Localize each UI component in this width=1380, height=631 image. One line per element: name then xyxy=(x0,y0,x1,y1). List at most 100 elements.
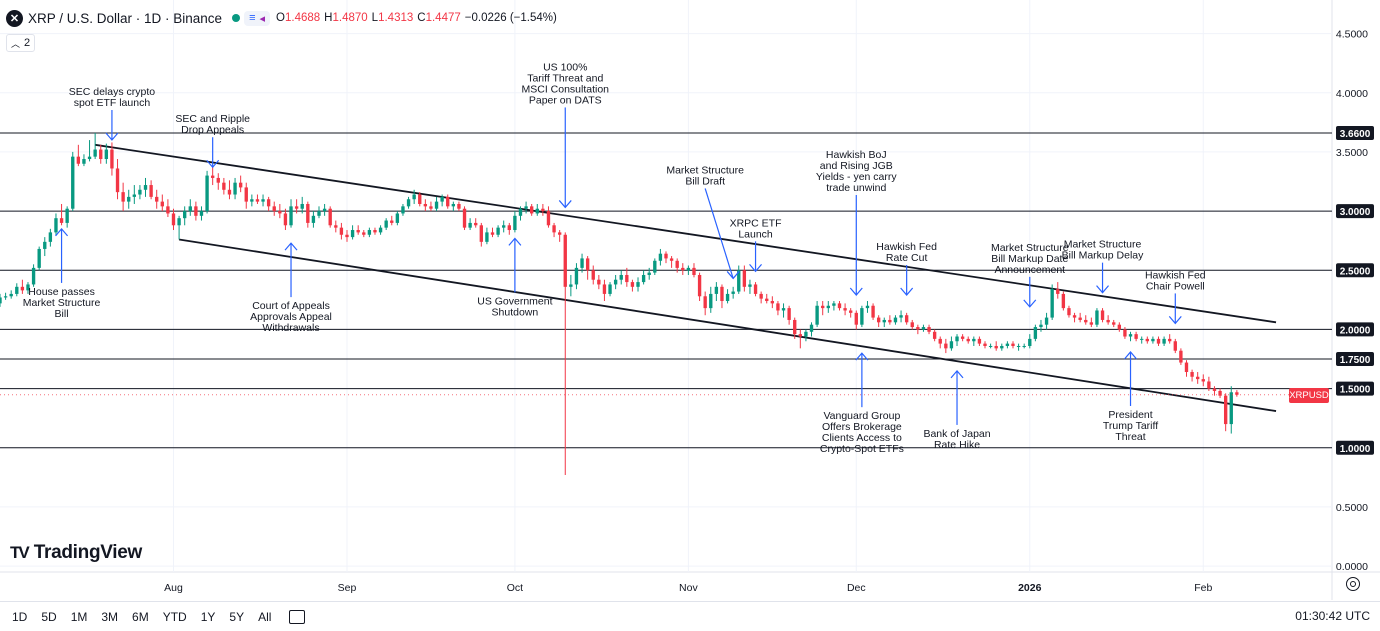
candle-body xyxy=(703,296,707,309)
timeframe-5y[interactable]: 5Y xyxy=(229,609,245,624)
candle xyxy=(1196,372,1200,384)
annotation-arrowhead xyxy=(1023,299,1037,308)
annotation-text: Hawkish Fed xyxy=(876,241,937,253)
symbol-price-tag: XRPUSD xyxy=(1289,388,1329,403)
annotation-text: Bill xyxy=(55,308,69,320)
candle-body xyxy=(1201,379,1205,382)
candle-body xyxy=(76,156,81,164)
timeframe-3m[interactable]: 3M xyxy=(101,609,119,624)
candle-body xyxy=(418,194,422,204)
candle xyxy=(99,144,103,164)
candle xyxy=(328,206,332,228)
settings-gear-icon[interactable] xyxy=(1346,577,1360,591)
candle-body xyxy=(944,343,948,349)
utc-clock[interactable]: 01:30:42 UTC xyxy=(1295,609,1370,623)
candle xyxy=(48,228,53,247)
candle xyxy=(753,282,758,297)
annotation-arrowhead xyxy=(1168,316,1182,325)
candle-body xyxy=(401,206,405,214)
candle xyxy=(837,301,842,311)
candle-body xyxy=(1016,345,1021,347)
candle xyxy=(1072,312,1077,323)
candle-body xyxy=(932,331,937,339)
candle xyxy=(93,132,97,160)
candle-body xyxy=(160,201,164,207)
candle-body xyxy=(115,168,120,193)
candle-body xyxy=(815,305,819,325)
timeframe-1d[interactable]: 1D xyxy=(12,609,28,624)
candle xyxy=(1218,388,1222,399)
candle xyxy=(1039,319,1043,332)
candle-body xyxy=(1022,345,1026,347)
candle xyxy=(502,220,506,233)
indicator-toggle[interactable]: ︿ 2 xyxy=(6,34,36,52)
candle xyxy=(1151,336,1155,344)
x-tick-label: Sep xyxy=(338,582,357,594)
timeframe-list: 1D 5D 1M 3M 6M YTD 1Y 5Y All xyxy=(0,610,271,624)
candle xyxy=(429,201,433,212)
annotation-text: US 100% xyxy=(543,61,587,73)
candle xyxy=(932,329,937,342)
candle xyxy=(1095,308,1099,328)
candle-body xyxy=(781,308,786,311)
candle-body xyxy=(552,225,556,233)
calendar-range-icon[interactable] xyxy=(289,609,306,624)
tradingview-logo[interactable]: TV TradingView xyxy=(10,542,142,564)
candle xyxy=(1184,360,1189,377)
candle-body xyxy=(882,319,886,323)
x-logo-icon[interactable]: ✕ xyxy=(6,9,23,27)
candle-body xyxy=(837,303,842,309)
timeframe-1y[interactable]: 1Y xyxy=(200,609,216,624)
candle xyxy=(373,227,377,235)
x-tick-label: Nov xyxy=(679,582,698,594)
candle xyxy=(608,282,612,297)
indicator-pill[interactable]: ≡ ◂ xyxy=(244,10,271,26)
candle-body xyxy=(899,315,903,318)
candle-body xyxy=(641,274,646,283)
annotation-text: SEC and Ripple xyxy=(175,113,250,125)
timeframe-1m[interactable]: 1M xyxy=(70,609,88,624)
annotation-text: and Rising JGB xyxy=(820,160,893,172)
candle-body xyxy=(860,308,864,325)
candle xyxy=(121,182,125,212)
candle xyxy=(921,324,926,332)
candle-body xyxy=(59,218,64,223)
timeframe-6m[interactable]: 6M xyxy=(132,609,149,624)
candle xyxy=(1235,390,1239,397)
candle xyxy=(278,203,282,219)
candle xyxy=(434,196,439,212)
candle xyxy=(255,194,260,204)
candle-body xyxy=(328,208,332,226)
candle-body xyxy=(949,341,954,349)
channel-trendline xyxy=(178,238,1277,412)
timeframe-ytd[interactable]: YTD xyxy=(162,609,187,624)
timeframe-5d[interactable]: 5D xyxy=(41,609,57,624)
annotation-arrowhead xyxy=(558,200,572,209)
annotation-arrowhead xyxy=(284,242,298,251)
candle xyxy=(440,194,444,207)
candle xyxy=(37,246,41,271)
candle xyxy=(591,265,595,285)
candle xyxy=(1100,308,1105,323)
candle xyxy=(843,303,847,316)
candle xyxy=(714,282,719,302)
annotation-text: Rate Cut xyxy=(886,252,928,264)
candle xyxy=(507,222,511,235)
level-label: 1.7500 xyxy=(1340,355,1371,366)
level-label-box xyxy=(1336,352,1374,366)
candle-body xyxy=(1162,338,1166,344)
timeframe-all[interactable]: All xyxy=(258,609,272,624)
candle-body xyxy=(54,218,58,233)
candle-body xyxy=(787,308,791,320)
candle-body xyxy=(440,196,444,202)
candle-body xyxy=(490,232,495,235)
annotation-text: Vanguard Group xyxy=(823,410,900,422)
symbol-title[interactable]: XRP / U.S. Dollar · 1D · Binance xyxy=(28,10,223,26)
price-chart[interactable]: 4.5000 4.0000 3.5000 3.0000 2.5000 2.0000 1.50… xyxy=(0,0,1380,600)
candle xyxy=(110,142,114,176)
annotation-arrowhead xyxy=(206,159,220,169)
candle xyxy=(15,283,19,297)
candle xyxy=(938,336,942,349)
